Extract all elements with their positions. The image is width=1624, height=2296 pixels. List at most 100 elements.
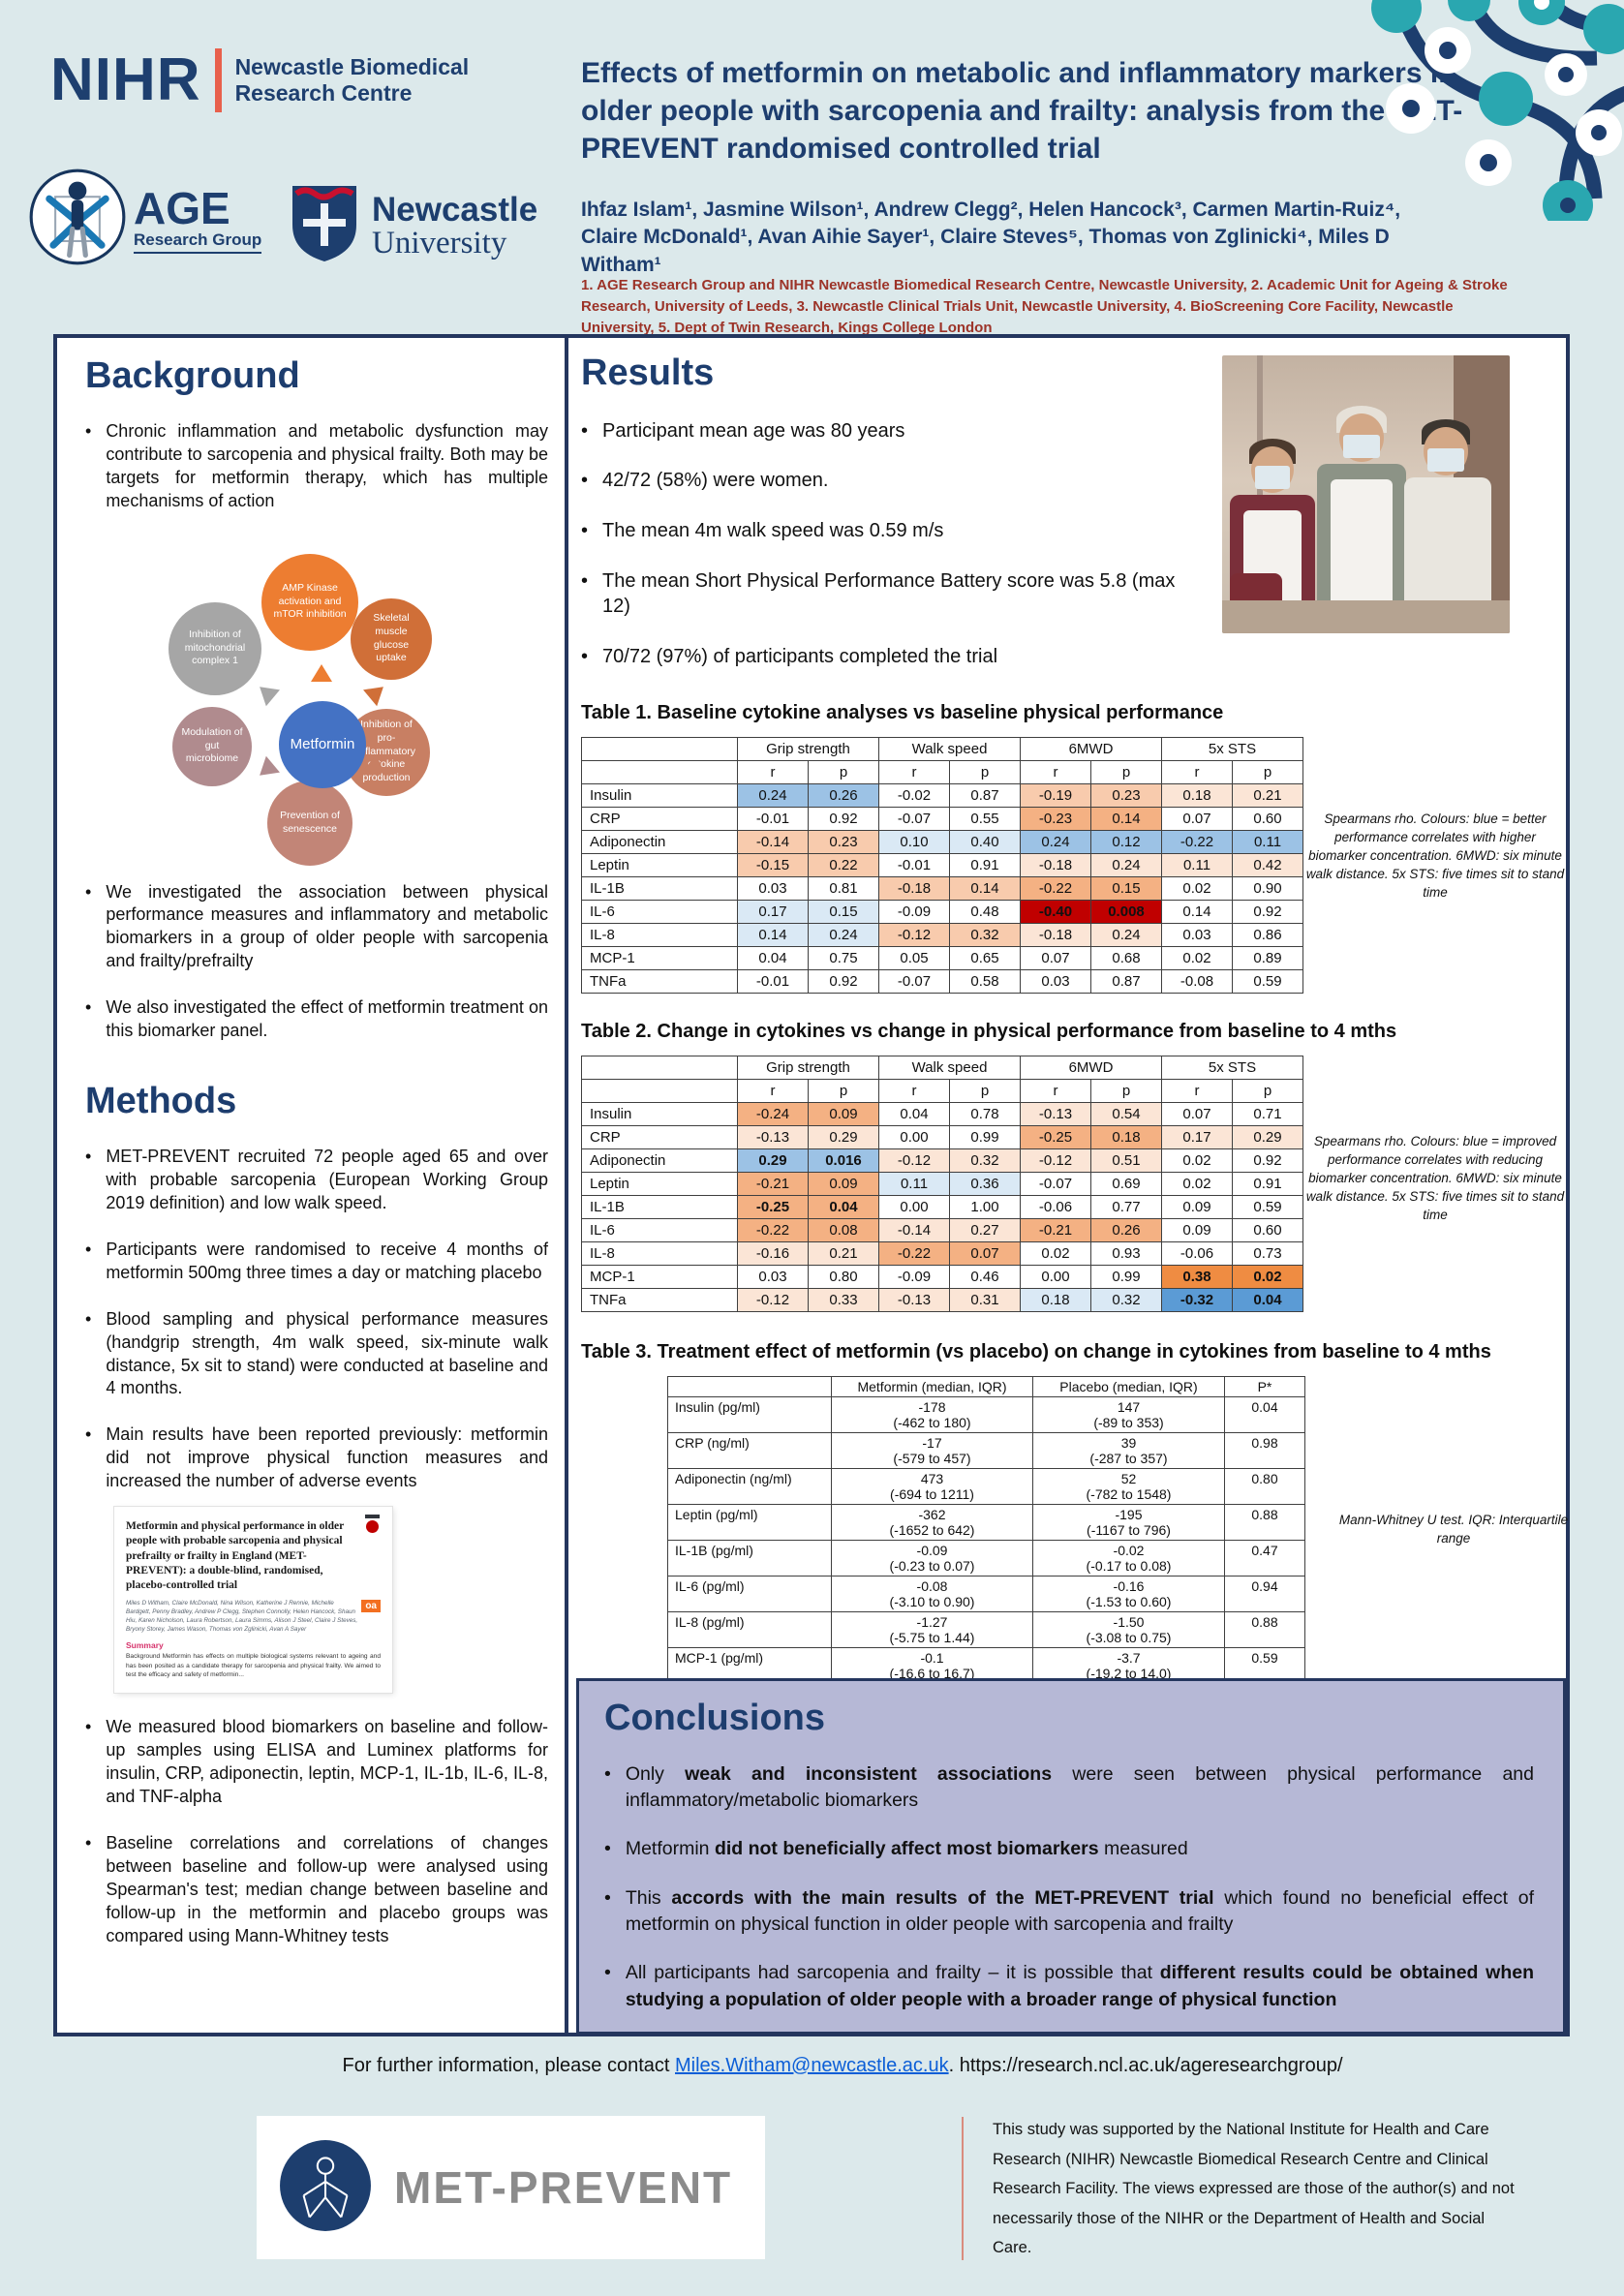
biomarker-row: MCP-1 0.04 0.75 0.05 0.65 0.07 0.68 0.02 0.89	[581, 946, 1303, 971]
metformin-value: -17 (-579 to 457)	[831, 1432, 1033, 1470]
paper-summary-label: Summary	[126, 1640, 164, 1651]
biomarker-label: Adiponectin (ng/ml)	[667, 1468, 832, 1506]
bullet-dot: •	[581, 645, 589, 667]
biomarker-label: CRP (ng/ml)	[667, 1432, 832, 1470]
met-prevent-wordmark: MET-PREVENT	[394, 2162, 733, 2213]
correlation-cell: 0.09	[808, 1102, 879, 1127]
correlation-cell: 0.21	[808, 1241, 879, 1267]
column-group-header: 5x STS	[1161, 1056, 1303, 1081]
correlation-cell: -0.32	[1161, 1288, 1233, 1313]
bullet-item: • We investigated the association between…	[85, 881, 548, 974]
biomarker-row: Adiponectin (ng/ml) 473 (-694 to 1211) 52 (-…	[667, 1468, 1305, 1506]
bullet-item: • Only weak and inconsistent associations…	[604, 1761, 1534, 1815]
correlation-cell: 0.17	[1161, 1125, 1233, 1150]
subheader-cell: r	[1161, 1079, 1233, 1104]
correlation-cell: 0.99	[1090, 1265, 1162, 1290]
published-paper-thumbnail[interactable]: Metformin and physical performance in ol…	[114, 1507, 392, 1694]
correlation-cell: 0.75	[808, 946, 879, 971]
bullet-dot: •	[581, 519, 589, 541]
correlation-cell: 0.18	[1090, 1125, 1162, 1150]
correlation-cell: -0.12	[878, 923, 950, 948]
bullet-dot: •	[85, 1717, 92, 1737]
correlation-cell: 0.32	[949, 923, 1021, 948]
contact-line: For further information, please contact …	[116, 2055, 1569, 2077]
bullet-item: • We measured blood biomarkers on baselin…	[85, 1716, 548, 1809]
correlation-cell: 0.29	[1232, 1125, 1303, 1150]
bullet-item: • Participant mean age was 80 years	[581, 418, 1191, 444]
biomarker-row: IL-8 -0.16 0.21 -0.22 0.07 0.02 0.93 -0.06 0.73	[581, 1241, 1303, 1267]
bullet-dot: •	[581, 470, 589, 492]
correlation-cell: 0.04	[737, 946, 809, 971]
metformin-value: -178 (-462 to 180)	[831, 1396, 1033, 1434]
correlation-cell: 0.14	[1090, 807, 1162, 832]
open-access-badge: oa	[361, 1600, 381, 1613]
contact-email-link[interactable]: Miles.Witham@newcastle.ac.uk	[675, 2055, 949, 2076]
correlation-cell: 0.73	[1232, 1241, 1303, 1267]
newcastle-university-logo: Newcastle University	[289, 182, 537, 270]
table2-title: Table 2. Change in cytokines vs change i…	[581, 1021, 1397, 1043]
background-bullets: • Chronic inflammation and metabolic dysf…	[85, 420, 548, 513]
column-group-header: Walk speed	[878, 1056, 1021, 1081]
biomarker-label: IL-6	[581, 900, 738, 925]
correlation-cell: -0.21	[737, 1172, 809, 1197]
metformin-value: -0.09 (-0.23 to 0.07)	[831, 1540, 1033, 1577]
biomarker-row: CRP -0.13 0.29 0.00 0.99 -0.25 0.18 0.17 0.29	[581, 1125, 1303, 1150]
funding-statement: This study was supported by the National…	[993, 2121, 1515, 2257]
biomarker-label: Insulin	[581, 783, 738, 809]
diagram-node-senescence: Prevention of senescence	[267, 780, 352, 866]
correlation-cell: 0.99	[949, 1125, 1021, 1150]
journal-flag-icon	[365, 1515, 380, 1519]
correlation-cell: 0.03	[1161, 923, 1233, 948]
correlation-cell: 0.12	[1090, 830, 1162, 855]
correlation-cell: 0.78	[949, 1102, 1021, 1127]
placebo-value: -1.50 (-3.08 to 0.75)	[1032, 1611, 1225, 1649]
conclusions-heading: Conclusions	[604, 1698, 826, 1738]
correlation-cell: 0.87	[949, 783, 1021, 809]
arrow-down-left-icon	[253, 755, 280, 783]
diagram-center-metformin: Metformin	[279, 700, 366, 788]
right-column: Results • Participant mean age was 80 yea…	[581, 344, 1571, 1721]
biomarker-label: IL-6	[581, 1218, 738, 1243]
p-value: 0.94	[1224, 1576, 1305, 1613]
table1-baseline-correlations: Grip strength Walk speed 6MWD 5x STS r p r p r p r…	[581, 737, 1303, 995]
biomarker-label: Leptin (pg/ml)	[667, 1504, 832, 1542]
table1-block: Grip strength Walk speed 6MWD 5x STS r p r p r p r…	[581, 737, 1571, 995]
subheader-cell: p	[808, 760, 879, 785]
subheader-cell: p	[1090, 760, 1162, 785]
bullet-text: Baseline correlations and correlations o…	[106, 1832, 548, 1945]
correlation-cell: 0.24	[1020, 830, 1091, 855]
biomarker-label: MCP-1	[581, 946, 738, 971]
correlation-cell: 0.29	[737, 1148, 809, 1174]
correlation-cell: 0.04	[808, 1195, 879, 1220]
biomarker-row: IL-1B 0.03 0.81 -0.18 0.14 -0.22 0.15 0.02 0.90	[581, 876, 1303, 902]
correlation-cell: 0.08	[808, 1218, 879, 1243]
metformin-value: 473 (-694 to 1211)	[831, 1468, 1033, 1506]
correlation-cell: -0.22	[1161, 830, 1233, 855]
background-heading: Background	[85, 355, 300, 396]
background-bullets-2: • We investigated the association between…	[85, 881, 548, 1044]
bullet-dot: •	[581, 419, 589, 442]
paper-title: Metformin and physical performance in ol…	[126, 1520, 344, 1591]
biomarker-label: CRP	[581, 1125, 738, 1150]
met-prevent-logo: MET-PREVENT	[257, 2116, 765, 2259]
arrow-down-icon	[311, 795, 332, 813]
correlation-cell: 0.11	[1161, 853, 1233, 878]
table3-title: Table 3. Treatment effect of metformin (…	[581, 1341, 1491, 1363]
column-group-header: Grip strength	[737, 1056, 879, 1081]
correlation-cell: 0.07	[1161, 1102, 1233, 1127]
bullet-item: • All participants had sarcopenia and fra…	[604, 1960, 1534, 2013]
bullet-text: 70/72 (97%) of participants completed th…	[602, 645, 998, 667]
column-group-header: 6MWD	[1020, 1056, 1162, 1081]
column-group-header: Walk speed	[878, 737, 1021, 762]
poster-title: Effects of metformin on metabolic and in…	[581, 57, 1463, 165]
correlation-cell: -0.14	[878, 1218, 950, 1243]
biomarker-label: IL-6 (pg/ml)	[667, 1576, 832, 1613]
correlation-cell: 0.55	[949, 807, 1021, 832]
correlation-cell: 0.09	[808, 1172, 879, 1197]
p-column-header: P*	[1224, 1376, 1305, 1398]
subheader-cell: p	[1232, 1079, 1303, 1104]
correlation-cell: 0.016	[808, 1148, 879, 1174]
correlation-cell: 0.26	[1090, 1218, 1162, 1243]
arrow-up-right-icon	[363, 678, 390, 706]
biomarker-label: IL-8	[581, 1241, 738, 1267]
